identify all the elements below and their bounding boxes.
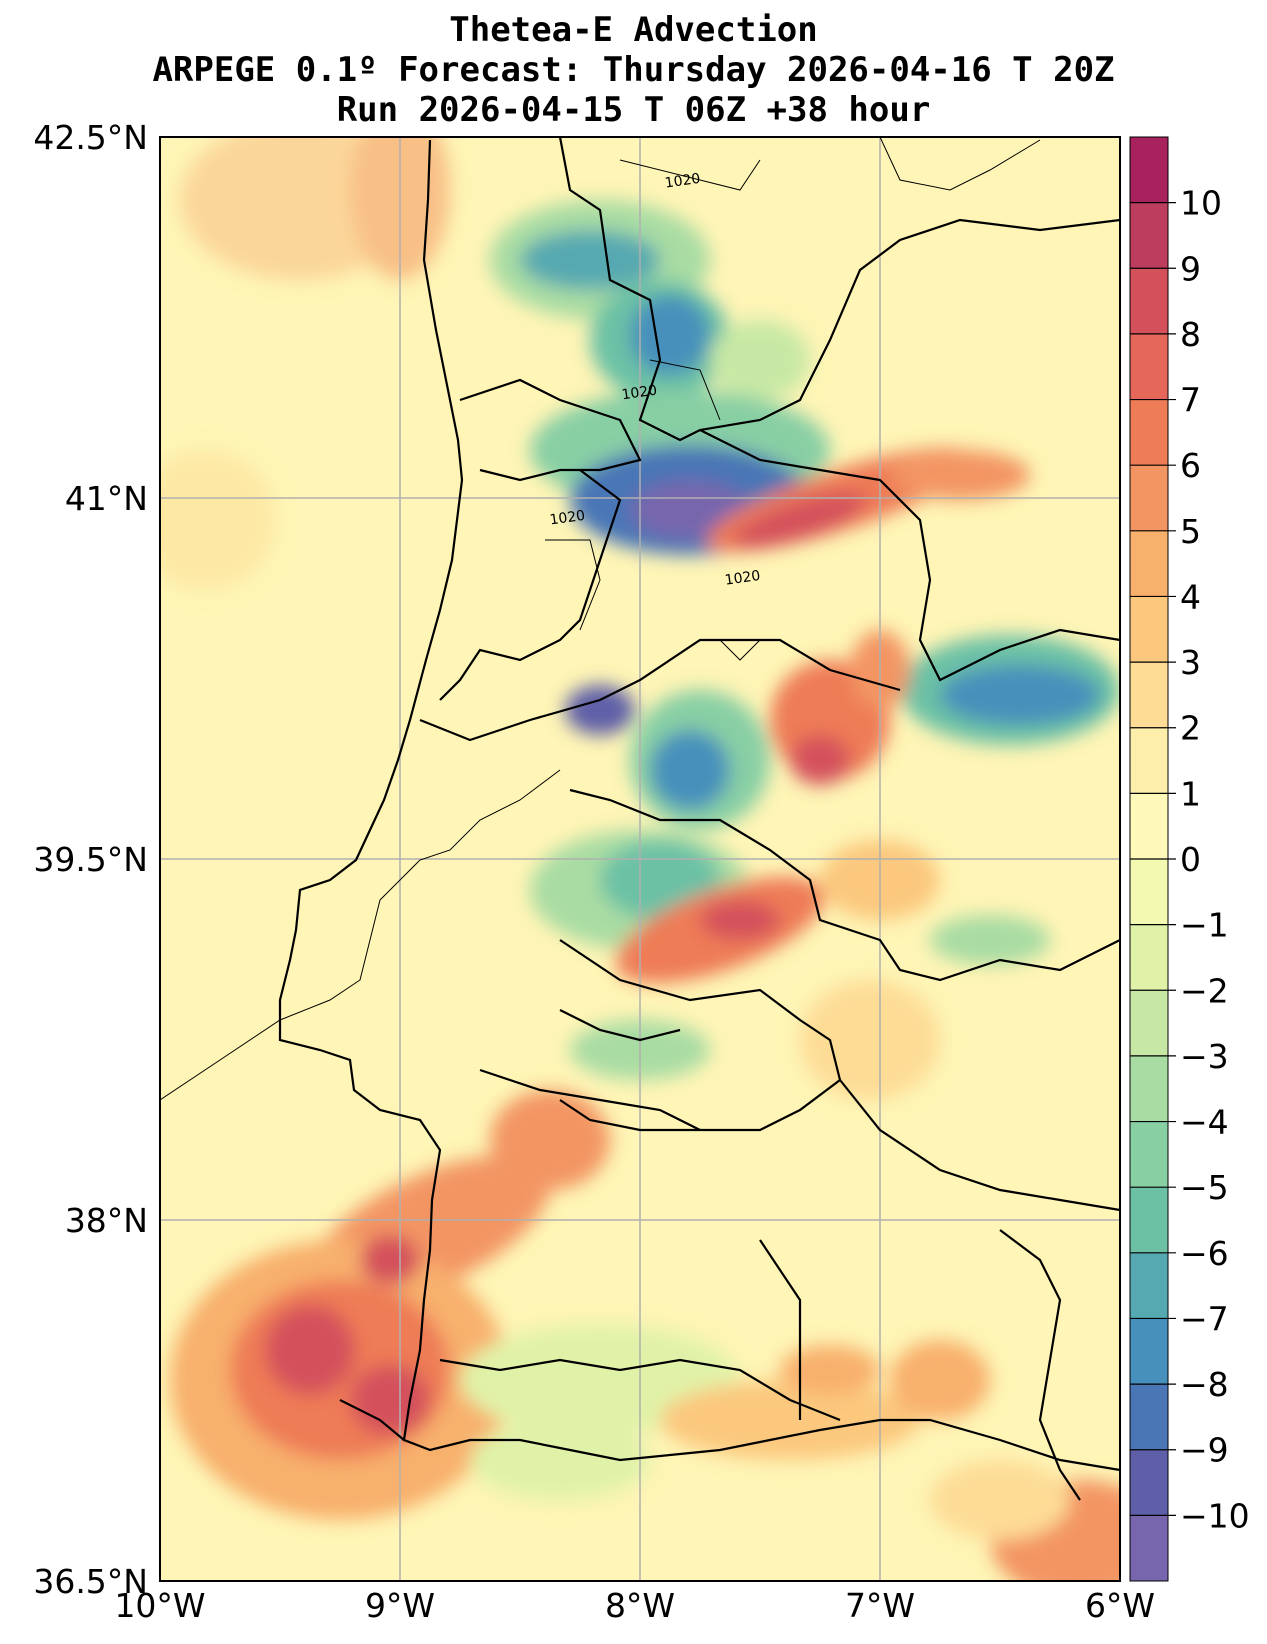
colorbar-tick-label: 4 — [1180, 577, 1201, 616]
isobar-label: 1020 — [724, 568, 762, 589]
colorbar-tick-label: 7 — [1180, 381, 1201, 420]
colorbar-segment — [1130, 1121, 1168, 1188]
colorbar-tick-label: −7 — [1180, 1299, 1229, 1338]
colorbar-tick-label: 0 — [1180, 840, 1201, 879]
colorbar-tick-label: 3 — [1180, 643, 1201, 682]
colorbar-segment — [1130, 530, 1168, 597]
colorbar-segment — [1130, 662, 1168, 729]
colorbar-segment — [1130, 202, 1168, 269]
colorbar-segment — [1130, 1449, 1168, 1516]
lon-tick-label: 10°W — [114, 1586, 205, 1625]
colorbar-tick-label: −3 — [1180, 1037, 1229, 1076]
colorbar-segment — [1130, 1384, 1168, 1451]
colorbar-segment — [1130, 924, 1168, 991]
colorbar-segment — [1130, 399, 1168, 466]
colorbar-tick-label: −5 — [1180, 1168, 1229, 1207]
isobar-label: 1020 — [621, 383, 659, 404]
longitude-tick-labels: 10°W 9°W 8°W 7°W 6°W — [114, 1586, 1155, 1625]
lon-tick-label: 6°W — [1085, 1586, 1155, 1625]
colorbar-tick-label: −9 — [1180, 1431, 1229, 1470]
lat-tick-label: 38°N — [65, 1201, 148, 1240]
colorbar-segment — [1130, 596, 1168, 663]
chart-title-line-2: ARPEGE 0.1º Forecast: Thursday 2026-04-1… — [152, 50, 1115, 90]
map-frame — [159, 136, 1121, 1582]
colorbar-tick-label: −2 — [1180, 971, 1229, 1010]
colorbar-segment — [1130, 137, 1168, 204]
colorbar-tick-label: 6 — [1180, 446, 1201, 485]
colorbar-segment — [1130, 333, 1168, 401]
colorbar-tick-label: 8 — [1180, 315, 1201, 354]
lat-tick-label: 42.5°N — [33, 118, 148, 157]
colorbar-segment — [1130, 793, 1168, 860]
colorbar-segment — [1130, 1055, 1168, 1123]
lat-tick-label: 41°N — [65, 479, 148, 518]
lon-tick-label: 9°W — [365, 1586, 435, 1625]
colorbar-tick-label: 5 — [1180, 512, 1201, 551]
theta-e-advection-field — [160, 137, 1120, 1581]
isobar-label: 1020 — [664, 171, 702, 192]
coastline-and-borders — [160, 137, 1120, 1501]
colorbar-tick-label: 10 — [1180, 184, 1222, 223]
colorbar-tick-label: 1 — [1180, 774, 1201, 813]
colorbar-segment — [1130, 727, 1168, 794]
lat-tick-label: 36.5°N — [33, 1562, 148, 1601]
chart-title-line-3: Run 2026-04-15 T 06Z +38 hour — [336, 90, 931, 130]
colorbar-tick-label: −6 — [1180, 1234, 1229, 1273]
colorbar-tick-label: −1 — [1180, 906, 1229, 945]
colorbar-tick-label: 2 — [1180, 709, 1201, 748]
lon-tick-label: 7°W — [845, 1586, 915, 1625]
latitude-tick-labels: 42.5°N 41°N 39.5°N 38°N 36.5°N — [33, 118, 148, 1601]
colorbar-segment — [1130, 1252, 1168, 1319]
colorbar-tick-label: −8 — [1180, 1365, 1229, 1404]
isobar-label: 1020 — [549, 508, 587, 529]
colorbar-segment — [1130, 268, 1168, 335]
lat-tick-label: 39.5°N — [33, 840, 148, 879]
colorbar-tick-label: −4 — [1180, 1103, 1229, 1142]
colorbar-segment — [1130, 990, 1168, 1057]
colorbar-tick-label: 9 — [1180, 249, 1201, 288]
colorbar-segment — [1130, 1318, 1168, 1385]
colorbar-segment — [1130, 1187, 1168, 1254]
colorbar-segment — [1130, 859, 1168, 926]
lon-tick-label: 8°W — [605, 1586, 675, 1625]
graticule — [160, 137, 1120, 1581]
colorbar-tick-label: −10 — [1180, 1496, 1250, 1535]
isobar-labels: 1020 1020 1020 1020 — [549, 171, 762, 589]
colorbar-segment — [1130, 1515, 1168, 1582]
colorbar-segment — [1130, 465, 1168, 532]
chart-title-line-1: Thetea-E Advection — [449, 10, 818, 50]
